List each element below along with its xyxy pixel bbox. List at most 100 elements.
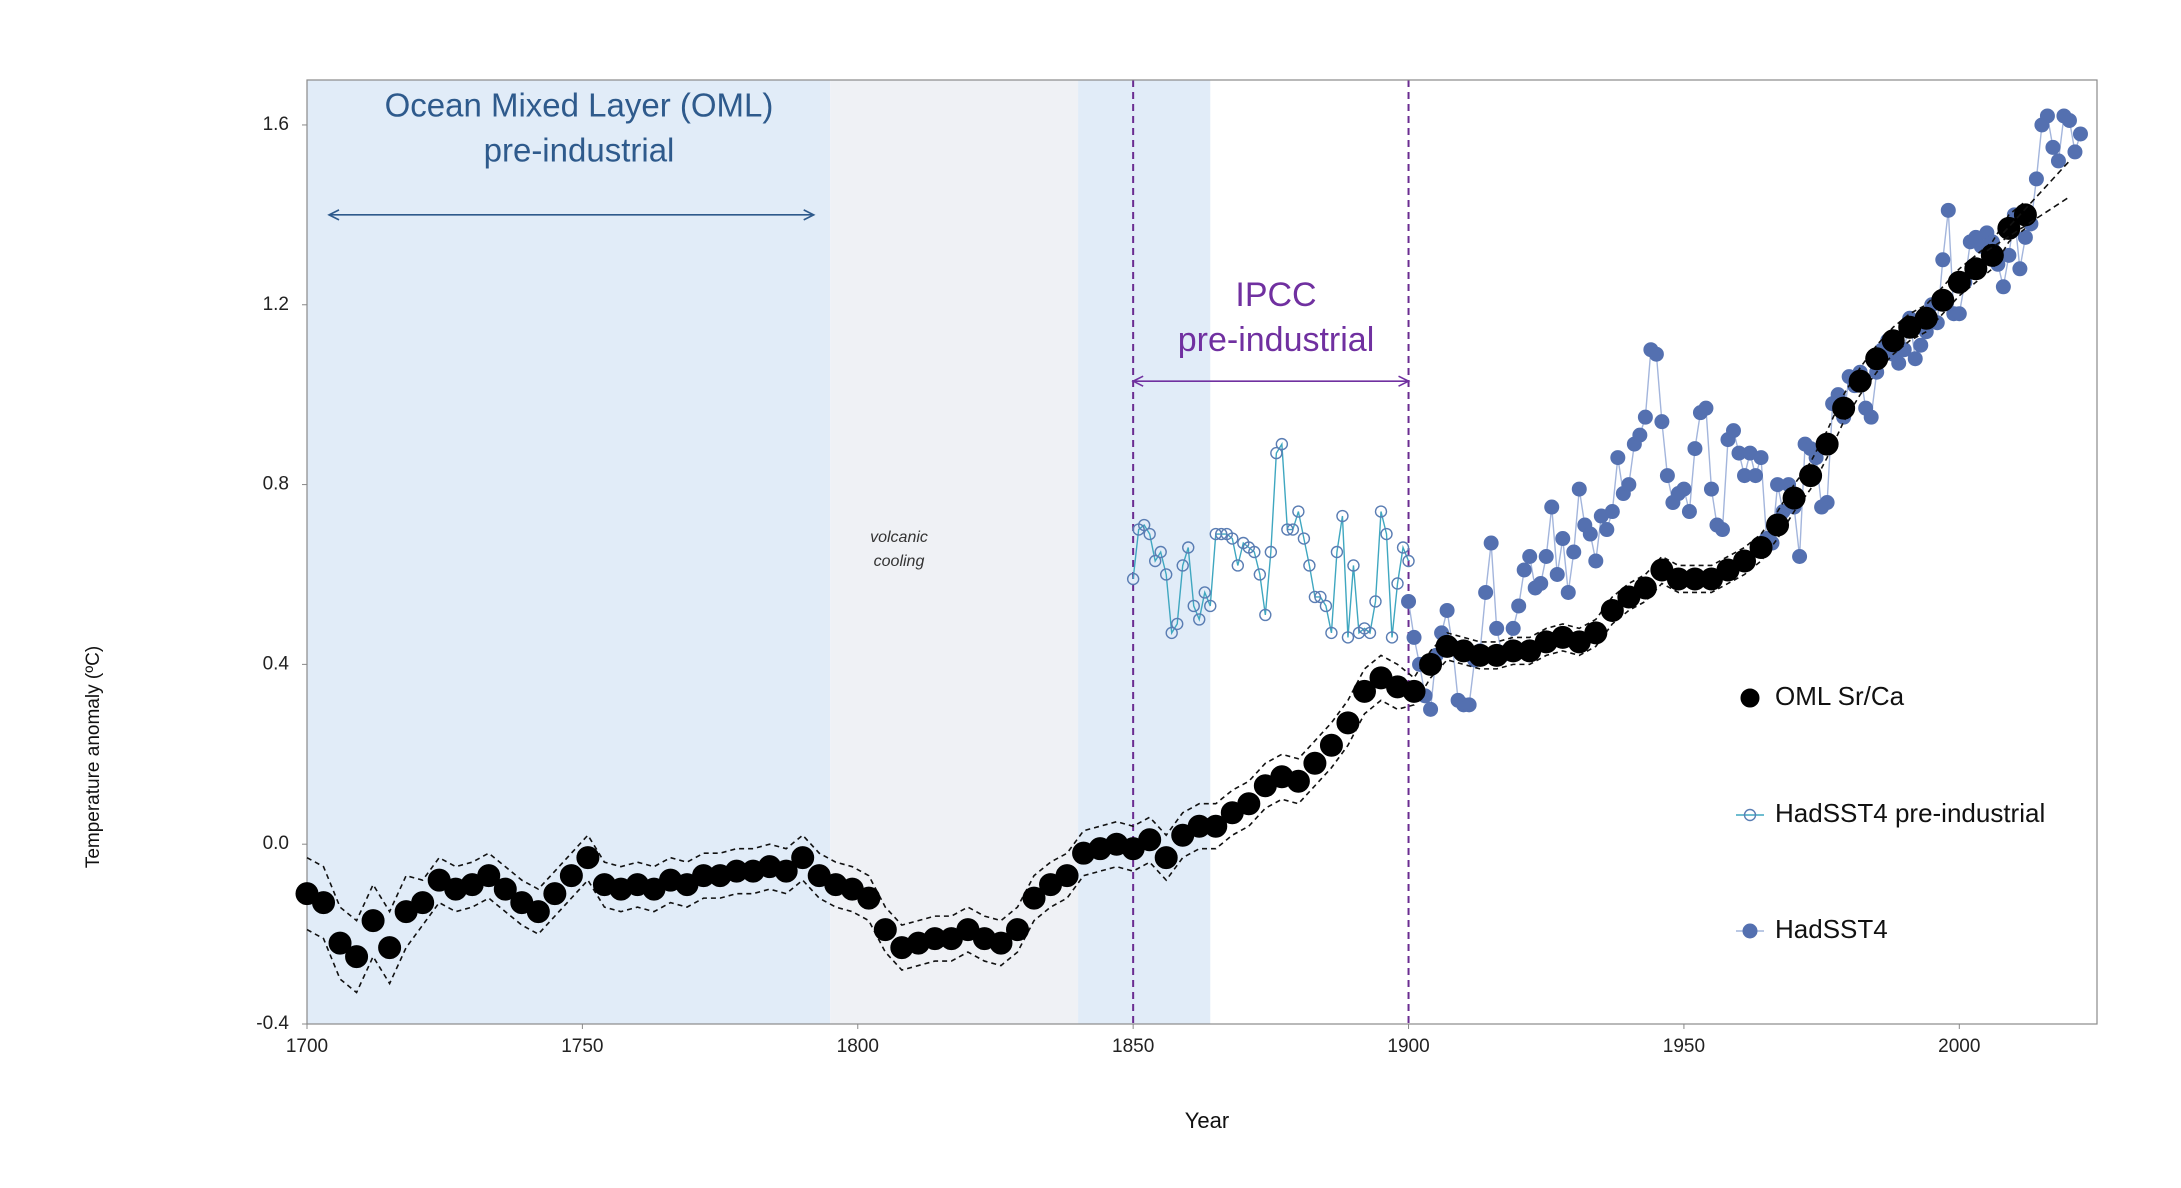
data-point: [1621, 477, 1637, 493]
data-point: [1863, 409, 1879, 425]
data-point: [1303, 559, 1316, 572]
annotation: Ocean Mixed Layer (OML): [385, 87, 774, 124]
data-point: [1654, 414, 1670, 430]
data-point: [1363, 626, 1377, 640]
data-point: [1176, 559, 1189, 572]
data-point: [2045, 139, 2061, 155]
annotation: volcanic: [870, 529, 928, 546]
data-point: [1538, 548, 1554, 564]
data-point: [1511, 598, 1527, 614]
data-point: [1303, 751, 1327, 775]
data-point: [2013, 203, 2037, 227]
x-axis-label: Year: [1185, 1108, 1229, 1133]
data-point: [1380, 527, 1393, 541]
x-tick-label: 1700: [286, 1036, 328, 1057]
x-tick-label: 1800: [837, 1036, 879, 1057]
data-point: [1165, 626, 1178, 640]
data-point: [1600, 598, 1624, 622]
data-point: [1204, 599, 1217, 613]
data-point: [1138, 828, 1162, 852]
y-axis-label: Temperature anomaly (ºC): [83, 646, 104, 868]
data-point: [1226, 532, 1239, 545]
data-point: [1281, 523, 1294, 536]
data-point: [1423, 701, 1439, 717]
data-point: [1330, 545, 1344, 559]
data-point: [1352, 679, 1376, 703]
legend-marker: [1742, 923, 1758, 939]
data-point: [1126, 572, 1140, 586]
data-point: [1913, 337, 1929, 353]
data-point: [791, 846, 815, 870]
data-point: [1336, 509, 1349, 523]
data-point: [1198, 586, 1211, 599]
series: [295, 200, 2037, 994]
data-point: [1505, 620, 1521, 636]
x-tick-label: 2000: [1938, 1036, 1980, 1057]
series: [1401, 108, 2088, 717]
data-point: [1549, 566, 1565, 582]
data-point: [1703, 481, 1719, 497]
data-point: [1733, 549, 1757, 573]
period-arrow: [1131, 375, 1411, 387]
arrow-head: [327, 209, 340, 221]
data-point: [1292, 505, 1305, 518]
data-point: [1748, 468, 1764, 484]
error-upper: [306, 200, 2026, 927]
data-point: [576, 846, 600, 870]
data-point: [1566, 544, 1582, 560]
data-point: [1341, 631, 1355, 644]
data-point: [774, 859, 798, 883]
data-point: [1297, 532, 1311, 545]
x-tick-label: 1900: [1387, 1036, 1429, 1057]
data-point: [1385, 631, 1399, 644]
data-point: [2039, 108, 2055, 124]
data-point: [2067, 144, 2083, 160]
trend-line: [1986, 196, 2070, 252]
data-point: [1749, 536, 1773, 560]
data-point: [1193, 613, 1206, 626]
data-point: [1253, 568, 1267, 581]
data-point: [1204, 814, 1228, 838]
data-point: [1588, 553, 1604, 569]
x-tick-label: 1850: [1112, 1036, 1154, 1057]
data-point: [1005, 918, 1029, 942]
data-point: [1314, 590, 1327, 604]
error-lower: [306, 227, 2026, 994]
data-point: [378, 936, 402, 960]
data-point: [312, 891, 336, 915]
data-point: [1648, 346, 1664, 362]
data-point: [1555, 531, 1571, 547]
data-point: [345, 945, 369, 969]
data-point: [1237, 792, 1261, 816]
data-point: [1391, 577, 1404, 590]
legend-marker: [1740, 688, 1760, 708]
data-point: [1947, 270, 1971, 294]
trend-line: [2002, 160, 2071, 234]
data-point: [1799, 464, 1823, 488]
data-point: [1676, 481, 1692, 497]
data-point: [873, 918, 897, 942]
data-point: [1419, 652, 1443, 676]
data-point: [1439, 602, 1455, 618]
plot-frame: [306, 79, 2098, 1025]
data-point: [2050, 153, 2066, 169]
data-point: [1286, 523, 1300, 536]
data-point: [1632, 427, 1648, 443]
data-point: [1995, 279, 2011, 295]
data-point: [1584, 621, 1608, 645]
data-point: [1633, 576, 1657, 600]
data-point: [1154, 545, 1167, 559]
data-point: [1659, 468, 1675, 484]
data-point: [1935, 252, 1951, 268]
data-point: [1687, 441, 1703, 457]
annotation: cooling: [874, 553, 925, 570]
legend-entry: HadSST4: [1736, 914, 1888, 944]
data-point: [1055, 864, 1079, 888]
y-tick-label: 0.4: [263, 653, 290, 674]
data-point: [1148, 554, 1162, 568]
data-point: [1610, 450, 1626, 466]
arrow-head: [1398, 375, 1411, 387]
series-line: [1407, 114, 2082, 710]
y-tick-label: 0.0: [263, 833, 289, 854]
data-point: [1698, 400, 1714, 416]
